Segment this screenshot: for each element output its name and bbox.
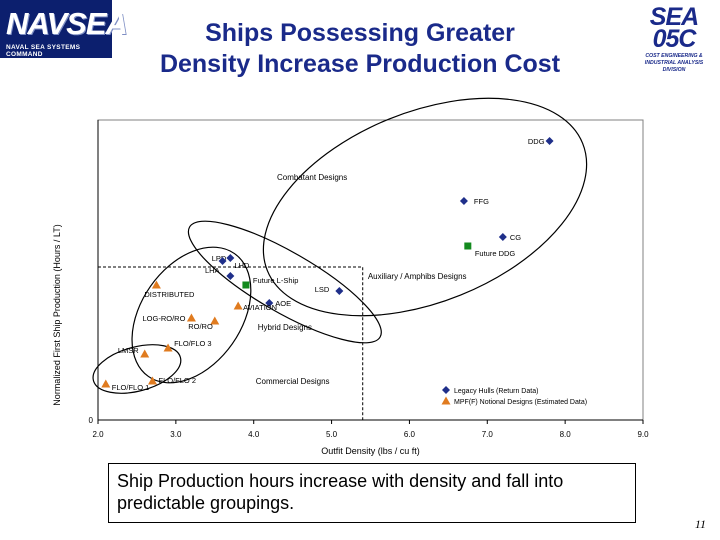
combatant-designs-label: Combatant Designs — [277, 173, 347, 182]
point-label-lmsr: LMSR — [118, 346, 139, 355]
point-label-future-ddg: Future DDG — [475, 249, 516, 258]
point-label-distributed: DISTRIBUTED — [144, 290, 195, 299]
point-label-cg: CG — [510, 233, 521, 242]
point-label-ddg: DDG — [528, 137, 545, 146]
point-label-lsd: LSD — [315, 285, 330, 294]
point-ffg — [459, 197, 468, 205]
point-flo-flo-2 — [148, 376, 157, 385]
combatant-group-ellipse — [262, 97, 588, 317]
x-tick-label: 6.0 — [404, 430, 416, 439]
navsea-logo: NAVSEA NAVAL SEA SYSTEMS COMMAND — [0, 0, 128, 61]
point-lpd — [226, 254, 235, 262]
callout-text: Ship Production hours increase with dens… — [117, 471, 564, 513]
point-aoe — [265, 299, 274, 307]
x-tick-label: 4.0 — [248, 430, 260, 439]
point-lmsr — [140, 349, 150, 358]
point-label-aviation: AVIATION — [243, 303, 277, 312]
page-number: 11 — [694, 517, 706, 531]
legend-marker-2 — [441, 396, 451, 405]
plot-frame — [97, 119, 644, 421]
sea05c-logo-sea: SEA — [649, 3, 699, 31]
slide-title-line2: Density Increase Production Cost — [159, 50, 561, 78]
point-lha — [218, 257, 227, 265]
sea05c-caption-1: COST ENGINEERING & — [645, 53, 703, 59]
point-aviation — [233, 301, 243, 310]
point-label-future-l-ship: Future L-Ship — [253, 276, 298, 285]
slide-title: Ships Possessing Greater Density Increas… — [110, 18, 610, 80]
legend-marker-1 — [442, 386, 450, 394]
x-tick-label: 8.0 — [560, 430, 572, 439]
point-label-lhd: LHD — [234, 261, 250, 270]
point-ro-ro — [210, 316, 220, 325]
callout-box: Ship Production hours increase with dens… — [108, 463, 636, 523]
point-label-flo-flo-3: FLO/FLO 3 — [174, 339, 212, 348]
point-flo-flo-3 — [163, 343, 173, 352]
sea05c-caption-3: DIVISION — [662, 67, 686, 73]
point-lhd — [226, 272, 235, 280]
point-label-aoe: AOE — [275, 299, 291, 308]
x-tick-label: 5.0 — [326, 430, 338, 439]
x-tick-label: 7.0 — [482, 430, 494, 439]
legend-label-2: MPF(F) Notional Designs (Estimated Data) — [454, 399, 587, 406]
slide-title-line1: Ships Possessing Greater — [205, 19, 515, 47]
x-tick-label: 9.0 — [637, 430, 649, 439]
y-axis-label: Normalized First Ship Production (Hours … — [52, 224, 62, 405]
point-cg — [498, 233, 507, 241]
point-label-lha: LHA — [205, 266, 220, 275]
hybrid-designs-label: Hybrid Designs — [258, 323, 312, 332]
reference-dashed-line — [98, 266, 364, 420]
commercial-designs-label: Commercial Designs — [256, 377, 330, 386]
point-log-ro-ro — [186, 313, 196, 322]
x-tick-label: 2.0 — [92, 430, 104, 439]
auxiliary-group-ellipse — [187, 220, 382, 344]
point-ddg — [545, 137, 554, 145]
legend-label-1: Legacy Hulls (Return Data) — [454, 388, 538, 395]
auxiliary-designs-label: Auxiliary / Amphibs Designs — [368, 272, 467, 281]
point-label-flo-flo-2: FLO/FLO 2 — [159, 376, 197, 385]
x-tick-label: 3.0 — [170, 430, 182, 439]
point-flo-flo-1 — [101, 379, 111, 388]
sea05c-logo-code: 05C — [652, 25, 697, 53]
point-label-lpd: LPD — [212, 254, 227, 263]
point-distributed — [151, 280, 161, 289]
point-label-flo-flo-1: FLO/FLO 1 — [112, 383, 150, 392]
point-label-log-ro-ro: LOG-RO/RO — [143, 314, 186, 323]
sea05c-logo: SEA 05C COST ENGINEERING & INDUSTRIAL AN… — [632, 3, 716, 84]
hybrid-group-ellipse — [131, 246, 252, 384]
point-lsd — [335, 287, 344, 295]
point-future-ddg — [464, 242, 472, 250]
point-future-l-ship — [242, 281, 250, 289]
navsea-logo-text: NAVSEA — [6, 6, 128, 41]
x-axis-label: Outfit Density (lbs / cu ft) — [321, 446, 420, 456]
y-tick-label: 0 — [89, 416, 94, 425]
commercial-group-ellipse — [92, 344, 182, 394]
point-label-ro-ro: RO/RO — [188, 322, 213, 331]
sea05c-caption-2: INDUSTRIAL ANALYSIS — [644, 60, 704, 66]
point-label-ffg: FFG — [474, 197, 489, 206]
navsea-logo-subtitle: NAVAL SEA SYSTEMS COMMAND — [6, 44, 81, 58]
